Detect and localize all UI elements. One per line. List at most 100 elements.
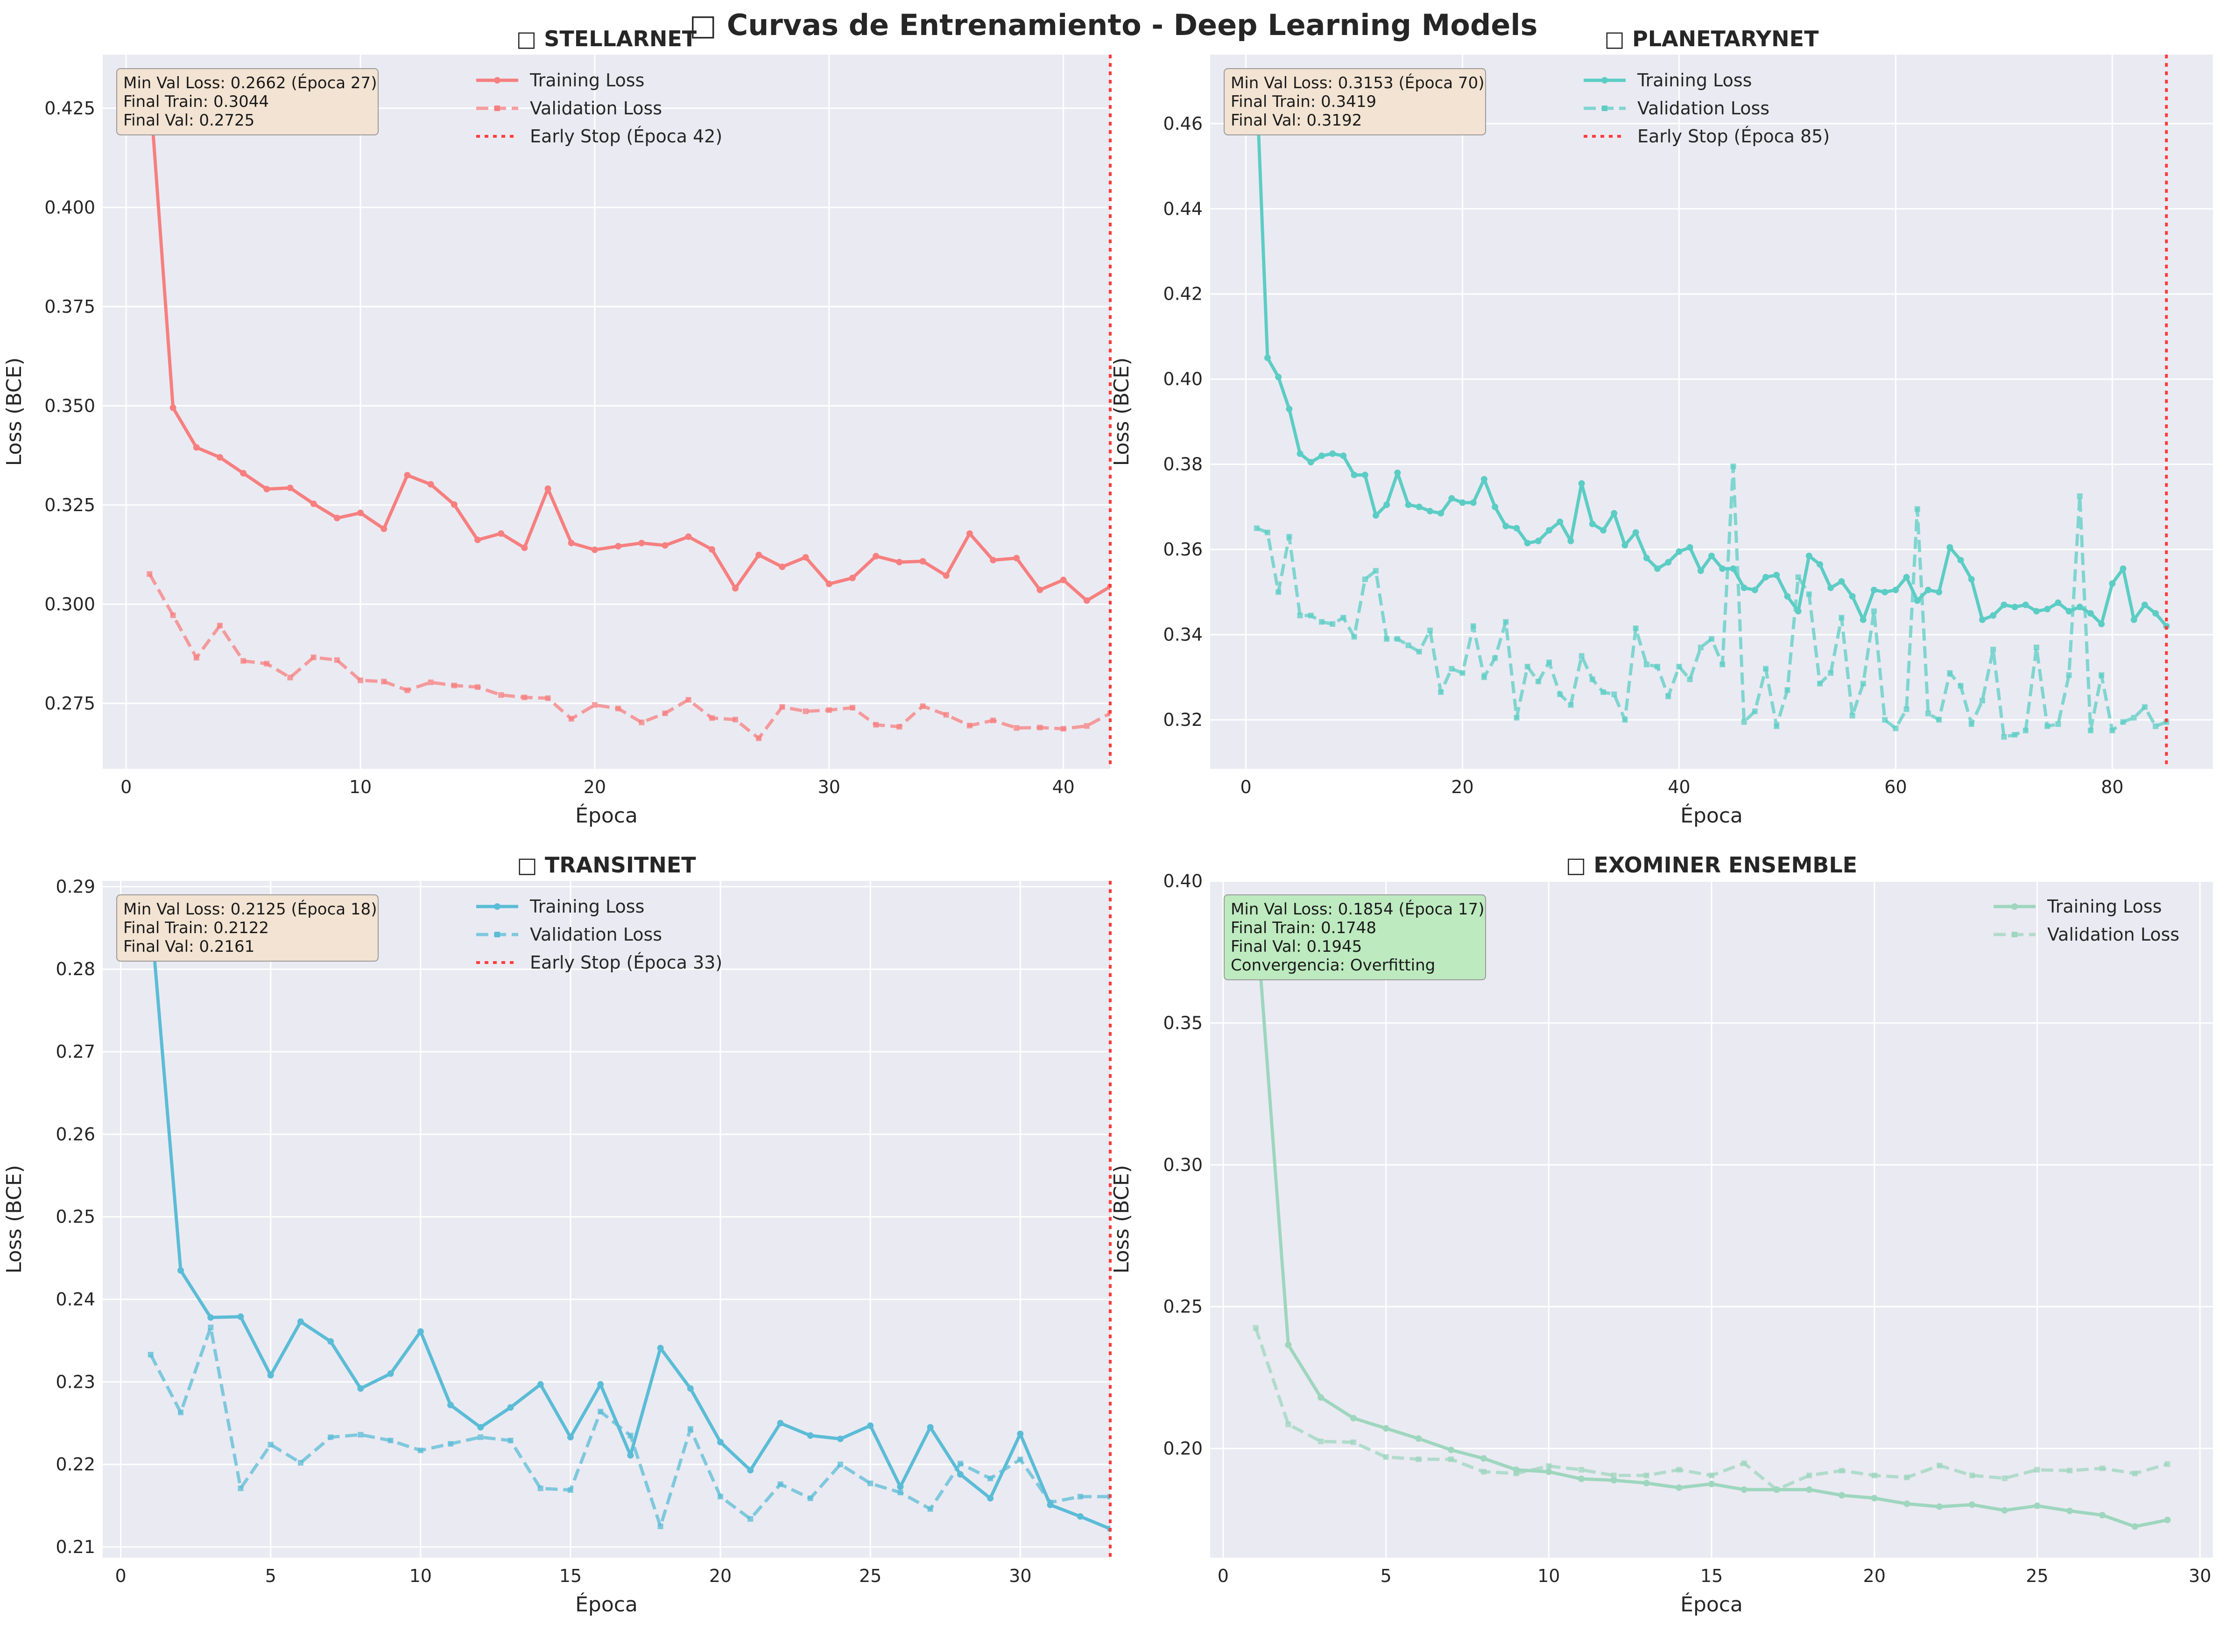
stats-annotation-line: Min Val Loss: 0.2125 (Época 18) <box>123 900 377 919</box>
y-tick-label: 0.46 <box>1163 113 1203 134</box>
validation-loss-point <box>2087 727 2093 733</box>
legend-marker <box>2011 903 2018 910</box>
validation-loss-point <box>2033 644 2039 650</box>
training-loss-point <box>1741 1486 1748 1493</box>
training-loss-point <box>2066 1507 2073 1514</box>
x-tick-label: 20 <box>709 1566 732 1586</box>
stats-annotation-line: Min Val Loss: 0.3153 (Época 70) <box>1231 73 1484 92</box>
training-loss-point <box>1524 540 1531 547</box>
training-loss-point <box>1719 565 1726 572</box>
validation-loss-point <box>2142 704 2148 710</box>
training-loss-point <box>297 1318 304 1325</box>
validation-loss-point <box>1969 1472 1975 1478</box>
chart-title: □ EXOMINER ENSEMBLE <box>1566 852 1857 878</box>
training-loss-point <box>825 580 832 587</box>
training-loss-point <box>544 485 551 492</box>
training-loss-point <box>1361 471 1368 478</box>
training-loss-point <box>521 544 528 551</box>
validation-loss-point <box>1416 649 1422 655</box>
training-loss-point <box>2011 604 2018 611</box>
y-tick-label: 0.42 <box>1163 284 1203 304</box>
training-loss-point <box>987 1495 994 1502</box>
validation-loss-point <box>1253 1325 1259 1331</box>
x-tick-label: 40 <box>1052 777 1074 797</box>
y-tick-label: 0.26 <box>56 1124 95 1145</box>
validation-loss-point <box>1513 1470 1519 1476</box>
validation-loss-point <box>2066 672 2072 678</box>
training-loss-point <box>779 563 786 570</box>
validation-loss-point <box>1503 619 1509 625</box>
chart-4: 0 5 10 15 20 25 30 0.20 0.25 0.30 0.35 0.40 □ EXOMIN… <box>1110 852 2213 1617</box>
validation-loss-point <box>1795 574 1801 580</box>
training-loss-point <box>1676 548 1683 555</box>
validation-loss-point <box>2034 1467 2040 1473</box>
validation-loss-point <box>268 1441 274 1448</box>
training-loss-point <box>591 546 598 553</box>
training-loss-point <box>1643 555 1650 562</box>
training-loss-point <box>427 481 434 488</box>
legend-entry: Validation Loss <box>476 924 662 945</box>
validation-loss-point <box>709 715 715 721</box>
validation-loss-point <box>1643 1472 1649 1478</box>
x-tick-label: 60 <box>1884 777 1907 797</box>
y-tick-label: 0.25 <box>1163 1296 1203 1317</box>
chart-3: 0 5 10 15 20 25 30 0.21 0.22 0.23 0.24 0.25 0.26 0.27… <box>2 852 1112 1617</box>
validation-loss-point <box>1546 1463 1552 1469</box>
training-loss-point <box>310 500 317 507</box>
validation-loss-point <box>1936 717 1942 723</box>
validation-loss-point <box>1903 706 1910 712</box>
validation-loss-point <box>1037 724 1043 731</box>
training-loss-point <box>1351 471 1358 478</box>
stats-annotation-line: Final Val: 0.2161 <box>123 937 254 956</box>
legend-entry: Training Loss <box>476 896 644 917</box>
stats-annotation-line: Final Train: 0.2122 <box>123 919 269 937</box>
validation-loss-point <box>1318 619 1325 625</box>
validation-loss-point <box>592 702 598 708</box>
validation-loss-point <box>1806 1472 1812 1478</box>
training-loss-point <box>1083 597 1090 604</box>
training-loss-point <box>1415 1435 1422 1442</box>
chart-1: 0 10 20 30 40 0.275 0.300 0.325 0.350 0.375 0.400 0… <box>2 26 1112 828</box>
training-loss-point <box>1849 593 1856 600</box>
training-loss-point <box>1903 1500 1910 1507</box>
training-loss-point <box>404 472 411 478</box>
validation-loss-point <box>987 1476 994 1482</box>
validation-loss-point <box>627 1433 634 1439</box>
y-tick-label: 0.36 <box>1163 539 1203 560</box>
stats-annotation-box <box>1224 894 1486 980</box>
validation-loss-point <box>381 679 387 684</box>
x-tick-label: 5 <box>1381 1566 1392 1586</box>
validation-loss-point <box>1395 636 1401 642</box>
training-loss-point <box>357 509 364 516</box>
training-loss-point <box>1405 501 1412 508</box>
validation-loss-point <box>1060 726 1066 732</box>
validation-loss-point <box>1285 1421 1291 1427</box>
plot-area <box>103 881 1110 1558</box>
validation-loss-point <box>310 654 317 661</box>
training-loss-point <box>1307 459 1314 466</box>
validation-loss-point <box>177 1409 183 1415</box>
training-loss-point <box>777 1420 784 1427</box>
training-loss-point <box>381 525 388 532</box>
training-loss-point <box>597 1381 604 1388</box>
training-loss-point <box>755 551 762 558</box>
training-loss-point <box>177 1267 184 1274</box>
legend-entry: Early Stop (Época 33) <box>476 952 722 973</box>
validation-loss-point <box>287 675 293 681</box>
validation-loss-point <box>2077 493 2083 499</box>
training-loss-point <box>1643 1480 1650 1487</box>
training-loss-point <box>193 444 200 451</box>
training-loss-point <box>627 1452 634 1459</box>
legend-entry: Validation Loss <box>1994 924 2179 945</box>
validation-loss-point <box>567 1487 573 1493</box>
chart-2: 0 20 40 60 80 0.32 0.34 0.36 0.38 0.40 0.42 0.44 0.4… <box>1110 26 2213 828</box>
training-loss-point <box>1751 586 1758 593</box>
training-loss-point <box>1936 589 1943 596</box>
validation-loss-point <box>1568 702 1574 708</box>
training-loss-point <box>732 585 739 592</box>
training-loss-point <box>1448 1447 1455 1454</box>
y-tick-label: 0.40 <box>1163 369 1203 389</box>
training-loss-point <box>2033 608 2040 615</box>
stats-annotation-line: Min Val Loss: 0.2662 (Época 27) <box>123 73 377 92</box>
stats-annotation-line: Final Train: 0.3044 <box>123 92 269 111</box>
